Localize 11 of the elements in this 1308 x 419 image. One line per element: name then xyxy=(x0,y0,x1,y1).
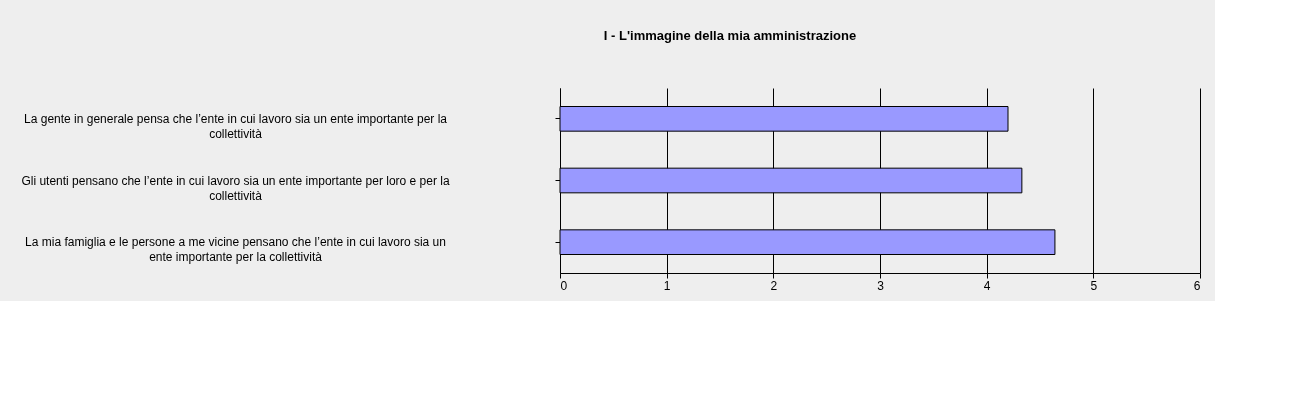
chart-title: I - L'immagine della mia amministrazione xyxy=(603,28,857,43)
y-tick-label: Gli utenti pensano che l’ente in cui lavoro sia un ente importante per loro e per la collettività xyxy=(21,173,450,203)
y-tick-label: La mia famiglia e le persone a me vicine pensano che l’ente in cui lavoro sia un ente importante per la collettività xyxy=(25,235,446,265)
y-tick-label: La gente in generale pensa che l’ente in cui lavoro sia un ente importante per la collettività xyxy=(24,111,448,141)
x-tick-label: 2 xyxy=(770,278,778,293)
x-tick-label: 3 xyxy=(877,278,885,293)
x-tick-label: 4 xyxy=(983,278,991,293)
x-tick-label: 1 xyxy=(663,278,671,293)
x-tick-label: 0 xyxy=(560,278,568,293)
x-tick-label: 5 xyxy=(1090,278,1098,293)
x-tick-label: 6 xyxy=(1193,278,1201,293)
